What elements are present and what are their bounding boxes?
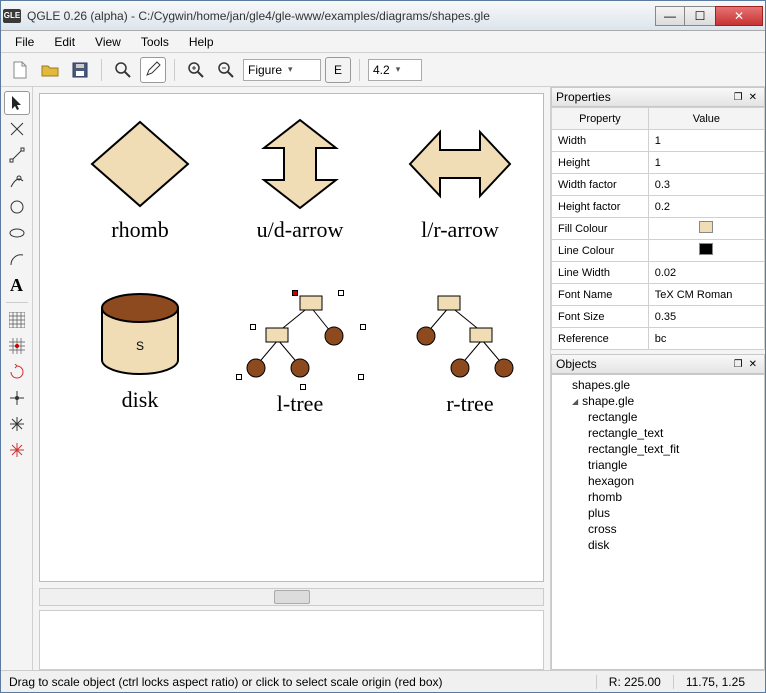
property-row[interactable]: Font NameTeX CM Roman (552, 284, 765, 306)
close-button[interactable]: ✕ (715, 6, 763, 26)
zoom-in-icon[interactable] (183, 57, 209, 83)
rotate-snap-icon[interactable] (4, 360, 30, 384)
property-row[interactable]: Height factor0.2 (552, 196, 765, 218)
canvas[interactable]: rhomb u/d-arrow l/r-arrow S (39, 93, 544, 582)
svg-text:S: S (136, 339, 144, 353)
status-coords: 11.75, 1.25 (673, 675, 757, 689)
zoom-combo[interactable]: 4.2 (368, 59, 422, 81)
shape-label: disk (70, 387, 210, 413)
property-row[interactable]: Fill Colour (552, 218, 765, 240)
tree-node[interactable]: rectangle (552, 409, 764, 425)
shape-label: l/r-arrow (390, 217, 530, 243)
zoom-out-icon[interactable] (213, 57, 239, 83)
menu-tools[interactable]: Tools (133, 33, 177, 51)
ortho-snap-icon[interactable] (4, 386, 30, 410)
status-r: R: 225.00 (596, 675, 673, 689)
close-pane-icon[interactable]: ✕ (746, 359, 760, 370)
menu-view[interactable]: View (87, 33, 129, 51)
shape-label: u/d-arrow (230, 217, 370, 243)
snap-star-red-icon[interactable] (4, 438, 30, 462)
ellipse-tool-icon[interactable] (4, 221, 30, 245)
tree-node[interactable]: plus (552, 505, 764, 521)
shape-r-tree[interactable]: r-tree (400, 284, 540, 417)
save-file-icon[interactable] (67, 57, 93, 83)
horizontal-scrollbar[interactable] (39, 588, 544, 606)
new-file-icon[interactable] (7, 57, 33, 83)
line-tool-icon[interactable] (4, 117, 30, 141)
shape-lr-arrow[interactable]: l/r-arrow (390, 114, 530, 243)
shape-label: l-tree (230, 391, 370, 417)
edit-icon[interactable] (140, 57, 166, 83)
statusbar: Drag to scale object (ctrl locks aspect … (1, 670, 765, 692)
snap-star-icon[interactable] (4, 412, 30, 436)
e-button[interactable]: E (325, 57, 351, 83)
tree-node[interactable]: shape.gle (552, 393, 764, 409)
tool-palette: A (1, 87, 33, 670)
shape-label: rhomb (70, 217, 210, 243)
menu-help[interactable]: Help (181, 33, 222, 51)
shape-rhomb[interactable]: rhomb (70, 114, 210, 243)
property-row[interactable]: Line Colour (552, 240, 765, 262)
text-tool-icon[interactable]: A (4, 273, 30, 297)
close-pane-icon[interactable]: ✕ (746, 92, 760, 103)
magnify-icon[interactable] (110, 57, 136, 83)
menu-file[interactable]: File (7, 33, 42, 51)
objects-pane-header[interactable]: Objects ❐ ✕ (551, 354, 765, 374)
undock-icon[interactable]: ❐ (731, 359, 746, 370)
arc-tool-icon[interactable] (4, 247, 30, 271)
status-message: Drag to scale object (ctrl locks aspect … (9, 675, 443, 689)
pointer-tool-icon[interactable] (4, 91, 30, 115)
property-row[interactable]: Referencebc (552, 328, 765, 350)
toolbar: Figure E 4.2 (1, 53, 765, 87)
tree-node[interactable]: triangle (552, 457, 764, 473)
menu-edit[interactable]: Edit (46, 33, 83, 51)
undock-icon[interactable]: ❐ (731, 92, 746, 103)
shape-l-tree[interactable]: l-tree (230, 284, 370, 417)
property-row[interactable]: Width factor0.3 (552, 174, 765, 196)
objects-tree[interactable]: shapes.gle shape.gle rectanglerectangle_… (551, 374, 765, 670)
grid-tool-icon[interactable] (4, 308, 30, 332)
tree-node[interactable]: disk (552, 537, 764, 553)
tangent-tool-icon[interactable] (4, 169, 30, 193)
bottom-drawer (39, 610, 544, 670)
snap-grid-icon[interactable] (4, 334, 30, 358)
window-title: QGLE 0.26 (alpha) - C:/Cygwin/home/jan/g… (27, 9, 655, 23)
property-row[interactable]: Width1 (552, 130, 765, 152)
menubar: File Edit View Tools Help (1, 31, 765, 53)
tree-node[interactable]: rectangle_text_fit (552, 441, 764, 457)
circle-tool-icon[interactable] (4, 195, 30, 219)
open-file-icon[interactable] (37, 57, 63, 83)
tree-node[interactable]: shapes.gle (552, 377, 764, 393)
minimize-button[interactable]: — (655, 6, 685, 26)
titlebar: GLE QGLE 0.26 (alpha) - C:/Cygwin/home/j… (1, 1, 765, 31)
app-icon: GLE (3, 9, 21, 23)
segment-tool-icon[interactable] (4, 143, 30, 167)
property-row[interactable]: Line Width0.02 (552, 262, 765, 284)
property-row[interactable]: Font Size0.35 (552, 306, 765, 328)
shape-disk[interactable]: S disk (70, 284, 210, 413)
shape-label: r-tree (400, 391, 540, 417)
tree-node[interactable]: hexagon (552, 473, 764, 489)
tree-node[interactable]: rhomb (552, 489, 764, 505)
property-row[interactable]: Height1 (552, 152, 765, 174)
shape-ud-arrow[interactable]: u/d-arrow (230, 114, 370, 243)
tree-node[interactable]: rectangle_text (552, 425, 764, 441)
properties-pane-header[interactable]: Properties ❐ ✕ (551, 87, 765, 107)
maximize-button[interactable]: ☐ (685, 6, 715, 26)
tree-node[interactable]: cross (552, 521, 764, 537)
properties-table: PropertyValue Width1Height1Width factor0… (551, 107, 765, 350)
figure-combo[interactable]: Figure (243, 59, 321, 81)
